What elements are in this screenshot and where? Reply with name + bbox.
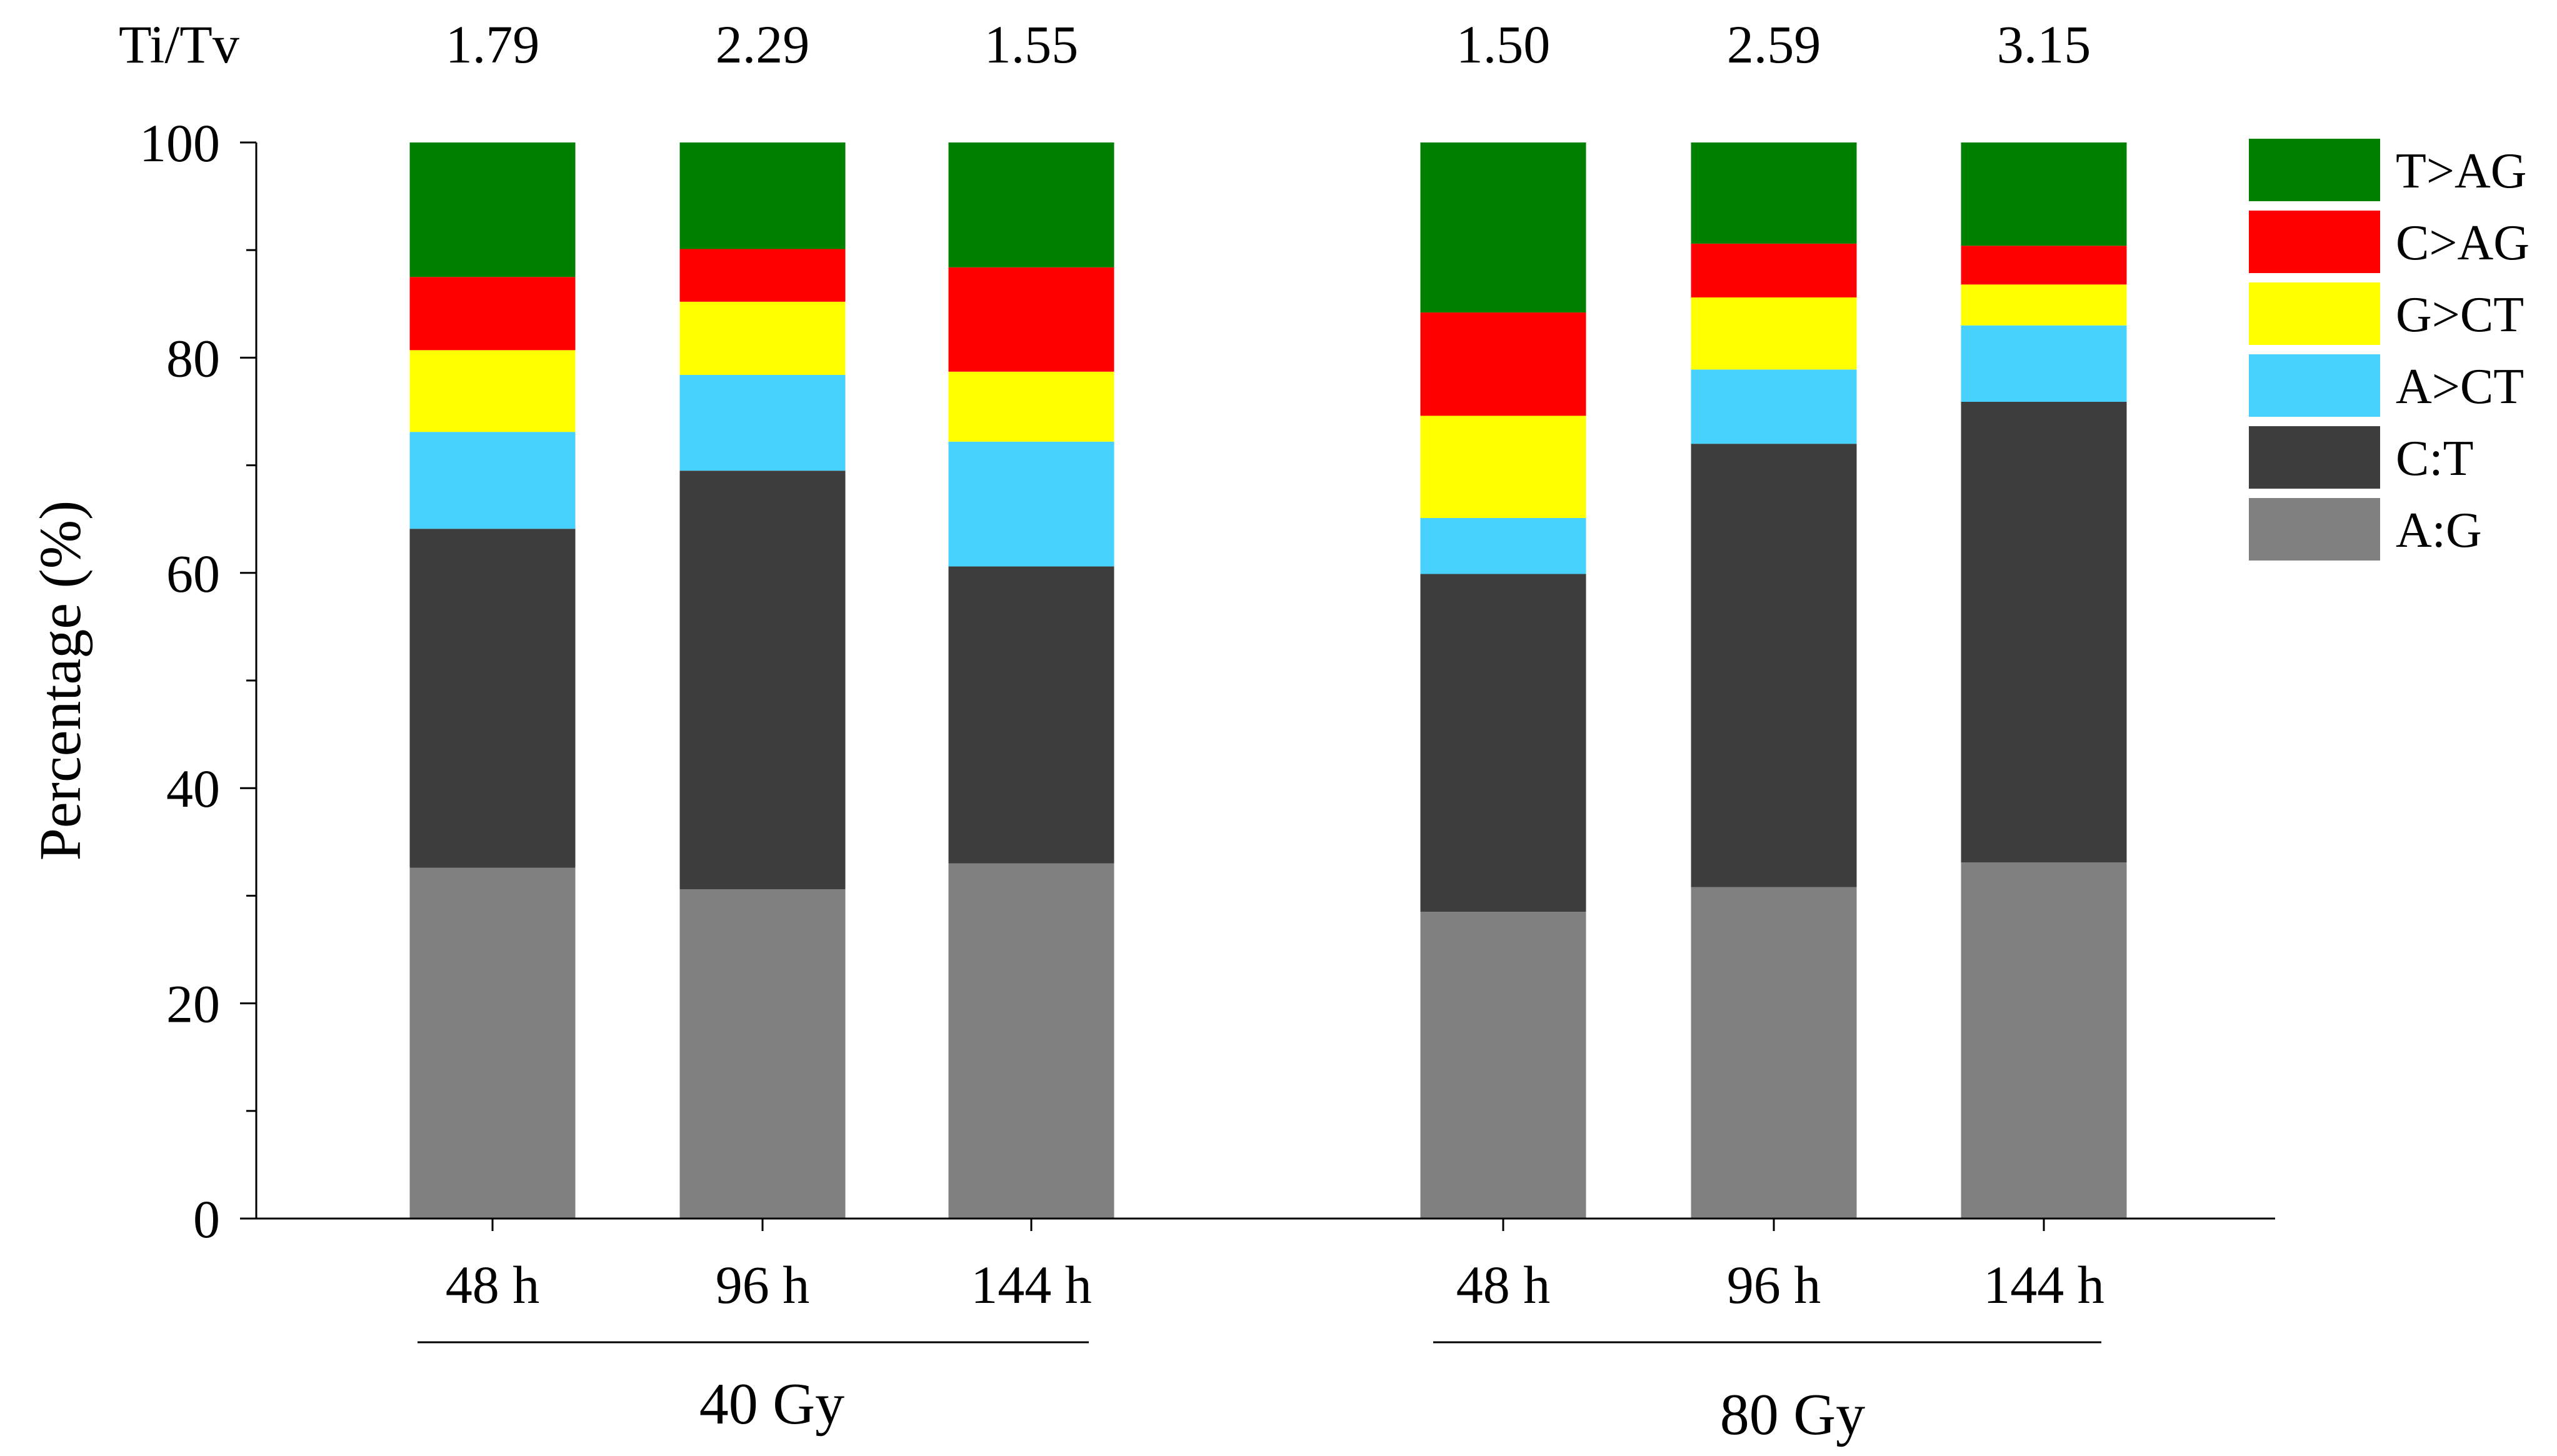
x-tick-label: 144 h bbox=[971, 1255, 1092, 1315]
legend-label-a-g: A:G bbox=[2396, 503, 2482, 558]
titv-value: 3.15 bbox=[1997, 14, 2091, 74]
bar-segment-40 gy-48h-a-g bbox=[409, 867, 576, 1219]
labels: 48 h 1.79 96 h 2.29 144 h 1.55 40 Gy 48 h 1.50 96… bbox=[28, 14, 2104, 1447]
x-tick-label: 96 h bbox=[1727, 1255, 1821, 1315]
y-tick-label: 80 bbox=[166, 328, 220, 388]
legend-label-a-to-ct: A>CT bbox=[2396, 359, 2524, 414]
x-tick-label: 48 h bbox=[446, 1255, 540, 1315]
bar-segment-40 gy-48h-g-to-ct bbox=[409, 350, 576, 432]
bar-segment-40 gy-48h-a-to-ct bbox=[409, 432, 576, 529]
bar-segment-40 gy-144h-c-t bbox=[948, 566, 1114, 864]
bar-segment-40 gy-96h-t-to-ag bbox=[679, 142, 846, 249]
legend-label-t-to-ag: T>AG bbox=[2396, 144, 2527, 199]
legend-swatch-t-to-ag bbox=[2249, 139, 2380, 201]
bar-segment-80 gy-144h-a-to-ct bbox=[1961, 325, 2127, 402]
legend-swatch-a-g bbox=[2249, 498, 2380, 561]
y-tick-label: 60 bbox=[166, 544, 220, 604]
bar-segment-80 gy-96h-t-to-ag bbox=[1691, 142, 1857, 244]
group-label: 40 Gy bbox=[699, 1372, 844, 1437]
legend: T>AG C>AG G>CT A>CT C:T A:G bbox=[2249, 139, 2529, 561]
bar-segment-80 gy-144h-g-to-ct bbox=[1961, 284, 2127, 326]
y-tick-label: 20 bbox=[166, 974, 220, 1034]
bar-segment-80 gy-96h-g-to-ct bbox=[1691, 297, 1857, 370]
bar-segment-40 gy-96h-a-g bbox=[679, 889, 846, 1219]
bar-segment-40 gy-96h-c-t bbox=[679, 471, 846, 890]
bar-segment-40 gy-144h-t-to-ag bbox=[948, 142, 1114, 267]
bar-segment-40 gy-48h-t-to-ag bbox=[409, 142, 576, 277]
titv-value: 1.50 bbox=[1456, 14, 1551, 74]
legend-swatch-c-t bbox=[2249, 426, 2380, 489]
bar-segment-80 gy-144h-t-to-ag bbox=[1961, 142, 2127, 246]
x-tick-label: 144 h bbox=[1983, 1255, 2104, 1315]
bar-segment-40 gy-144h-g-to-ct bbox=[948, 371, 1114, 442]
bar-segment-80 gy-48h-a-g bbox=[1420, 912, 1586, 1219]
y-axis-title: Percentage (%) bbox=[28, 501, 93, 861]
titv-value: 1.79 bbox=[446, 14, 540, 74]
bar-segment-40 gy-96h-c-to-ag bbox=[679, 249, 846, 302]
bar-segment-80 gy-48h-t-to-ag bbox=[1420, 142, 1586, 313]
x-tick-label: 48 h bbox=[1456, 1255, 1551, 1315]
y-tick-label: 40 bbox=[166, 759, 220, 819]
bars bbox=[409, 142, 2127, 1219]
bar-segment-80 gy-96h-a-to-ct bbox=[1691, 369, 1857, 444]
legend-swatch-a-to-ct bbox=[2249, 354, 2380, 417]
bar-segment-80 gy-96h-c-t bbox=[1691, 444, 1857, 887]
titv-value: 2.59 bbox=[1727, 14, 1821, 74]
legend-label-c-to-ag: C>AG bbox=[2396, 216, 2529, 271]
bar-segment-40 gy-144h-a-g bbox=[948, 863, 1114, 1219]
bar-segment-80 gy-48h-c-to-ag bbox=[1420, 312, 1586, 416]
legend-label-c-t: C:T bbox=[2396, 431, 2473, 486]
titv-value: 1.55 bbox=[984, 14, 1079, 74]
bar-segment-80 gy-144h-c-to-ag bbox=[1961, 246, 2127, 285]
bar-segment-80 gy-96h-c-to-ag bbox=[1691, 243, 1857, 297]
group-label: 80 Gy bbox=[1720, 1382, 1865, 1447]
bar-segment-40 gy-48h-c-to-ag bbox=[409, 277, 576, 351]
axes bbox=[240, 141, 2275, 1344]
y-tick-label: 100 bbox=[139, 113, 220, 173]
bar-segment-80 gy-144h-a-g bbox=[1961, 862, 2127, 1219]
legend-swatch-c-to-ag bbox=[2249, 211, 2380, 273]
bar-segment-40 gy-48h-c-t bbox=[409, 529, 576, 868]
y-tick-label: 0 bbox=[193, 1189, 220, 1249]
bar-segment-40 gy-144h-c-to-ag bbox=[948, 267, 1114, 372]
bar-segment-80 gy-96h-a-g bbox=[1691, 887, 1857, 1219]
bar-segment-80 gy-48h-a-to-ct bbox=[1420, 517, 1586, 574]
bar-segment-40 gy-144h-a-to-ct bbox=[948, 441, 1114, 567]
bar-segment-80 gy-144h-c-t bbox=[1961, 402, 2127, 863]
legend-swatch-g-to-ct bbox=[2249, 282, 2380, 345]
x-tick-label: 96 h bbox=[716, 1255, 810, 1315]
bar-segment-40 gy-96h-g-to-ct bbox=[679, 301, 846, 375]
bar-segment-40 gy-96h-a-to-ct bbox=[679, 374, 846, 471]
titv-row-label: Ti/Tv bbox=[119, 14, 239, 74]
titv-value: 2.29 bbox=[716, 14, 810, 74]
legend-label-g-to-ct: G>CT bbox=[2396, 287, 2524, 342]
bar-segment-80 gy-48h-g-to-ct bbox=[1420, 416, 1586, 518]
bar-segment-80 gy-48h-c-t bbox=[1420, 574, 1586, 912]
